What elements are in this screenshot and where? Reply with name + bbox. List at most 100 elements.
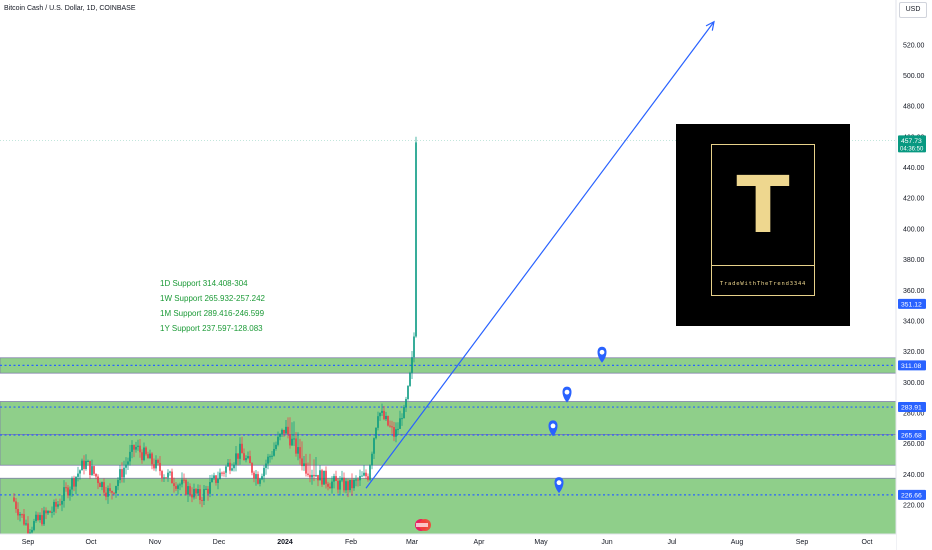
candle-body-153 (319, 470, 321, 481)
candle-body-39 (91, 466, 93, 476)
support-zone-4 (0, 477, 897, 537)
candle-body-167 (347, 481, 349, 491)
candle-body-82 (177, 485, 179, 489)
time-tick-label: Aug (731, 539, 744, 546)
currency-selector[interactable]: USD (899, 2, 927, 18)
pin-marker-icon[interactable] (562, 386, 572, 403)
candle-body-62 (137, 445, 139, 447)
candle-body-24 (61, 500, 63, 505)
candle-body-166 (345, 481, 347, 491)
candle-body-5 (23, 514, 25, 525)
candle-body-79 (171, 471, 173, 484)
candle-body-178 (369, 465, 371, 480)
event-flag-icon[interactable] (415, 519, 431, 531)
candle-body-134 (281, 429, 283, 434)
price-label-text: 457.73 (901, 138, 922, 145)
candle-body-51 (115, 485, 117, 494)
candle-body-119 (251, 463, 253, 473)
candle-body-136 (285, 426, 287, 434)
candle-body-46 (105, 492, 107, 497)
pin-marker-icon[interactable] (554, 477, 564, 494)
candle-body-192 (397, 428, 399, 430)
candle-body-32 (77, 473, 79, 477)
candle-body-70 (153, 464, 155, 469)
pin-marker-icon[interactable] (548, 420, 558, 437)
price-tick-label: 260.00 (903, 441, 925, 448)
logo-divider (712, 265, 814, 266)
candle-body-101 (215, 475, 217, 483)
candle-body-123 (259, 479, 261, 484)
price-label-bg (898, 360, 926, 371)
candle-body-171 (355, 479, 357, 481)
candle-body-44 (101, 482, 103, 488)
candle-body-15 (43, 510, 45, 525)
candle-body-148 (309, 474, 311, 478)
support-line-1m: 1M Support 289.416-246.599 (160, 309, 265, 318)
projection-arrow-line (365, 21, 715, 489)
candle-body-174 (361, 475, 363, 477)
candle-body-93 (199, 489, 201, 500)
time-tick-label: Sep (22, 539, 35, 546)
candle-body-71 (155, 459, 157, 469)
candle-body-140 (293, 438, 295, 440)
candle-body-143 (299, 447, 301, 459)
price-tick-label: 360.00 (903, 288, 925, 295)
candle-body-159 (331, 481, 333, 489)
candle-body-128 (269, 456, 271, 458)
candle-body-31 (75, 476, 77, 487)
candle-body-68 (149, 453, 151, 459)
price-label-bg (898, 298, 926, 309)
candle-body-55 (123, 467, 125, 478)
candle-body-41 (95, 473, 97, 477)
candle-body-112 (237, 453, 239, 459)
candle-body-149 (311, 474, 313, 478)
candle-body-88 (189, 486, 191, 495)
candle-body-42 (97, 476, 99, 484)
candle-body-53 (119, 469, 121, 481)
candle-body-200 (413, 336, 415, 358)
candle-body-20 (53, 501, 55, 512)
pin-marker-icon[interactable] (597, 346, 607, 363)
candle-body-183 (379, 412, 381, 417)
price-label-bg (898, 489, 926, 500)
candle-body-75 (163, 477, 165, 479)
candle-body-132 (277, 436, 279, 445)
candle-body-186 (385, 415, 387, 420)
candle-body-78 (169, 471, 171, 473)
time-tick-label: Nov (149, 539, 162, 546)
price-tick-label: 280.00 (903, 411, 925, 418)
candle-body-156 (325, 470, 327, 484)
candle-body-163 (339, 480, 341, 490)
candle-body-170 (353, 479, 355, 489)
candle-body-65 (143, 447, 145, 461)
time-tick-label: May (534, 539, 548, 546)
candle-body-201 (415, 142, 417, 337)
candle-body-172 (357, 479, 359, 481)
candle-body-155 (323, 470, 325, 485)
time-tick-label: Apr (474, 539, 486, 546)
candle-body-60 (133, 444, 135, 450)
candle-body-11 (35, 514, 37, 522)
candle-body-64 (141, 452, 143, 461)
candle-body-34 (81, 460, 83, 471)
logo-letter: T (736, 161, 790, 251)
candle-body-151 (315, 475, 317, 477)
candle-body-131 (275, 444, 277, 449)
candle-body-1 (15, 501, 17, 510)
candle-body-120 (253, 472, 255, 479)
candle-body-114 (241, 443, 243, 454)
candle-body-102 (217, 479, 219, 483)
candle-body-193 (399, 418, 401, 429)
candle-body-17 (47, 511, 49, 514)
candle-body-197 (407, 385, 409, 400)
candle-body-95 (203, 489, 205, 501)
candle-body-116 (245, 458, 247, 461)
time-tick-label: Dec (213, 539, 226, 546)
candle-body-45 (103, 482, 105, 493)
candle-body-157 (327, 483, 329, 487)
candle-body-67 (147, 454, 149, 459)
candle-body-36 (85, 460, 87, 469)
candle-body-100 (213, 475, 215, 479)
price-tick-label: 520.00 (903, 42, 925, 49)
